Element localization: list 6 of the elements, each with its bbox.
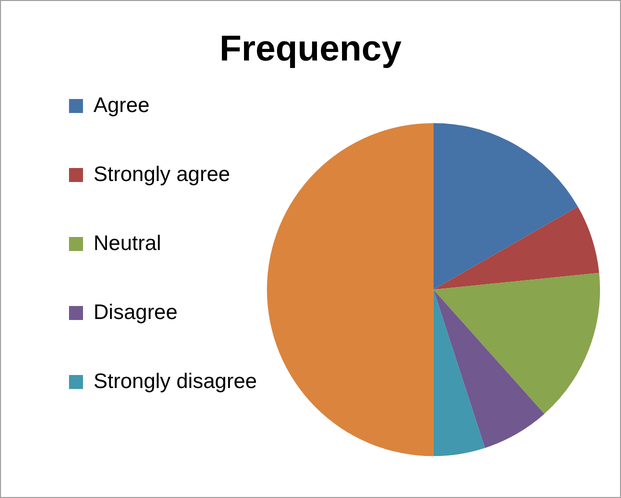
legend-label: Agree bbox=[94, 94, 150, 117]
chart-title: Frequency bbox=[219, 28, 402, 69]
legend-label: Strongly agree bbox=[94, 162, 230, 186]
legend-label: Neutral bbox=[94, 232, 162, 255]
legend-label: Disagree bbox=[94, 300, 178, 324]
legend-label: Strongly disagree bbox=[94, 370, 257, 393]
